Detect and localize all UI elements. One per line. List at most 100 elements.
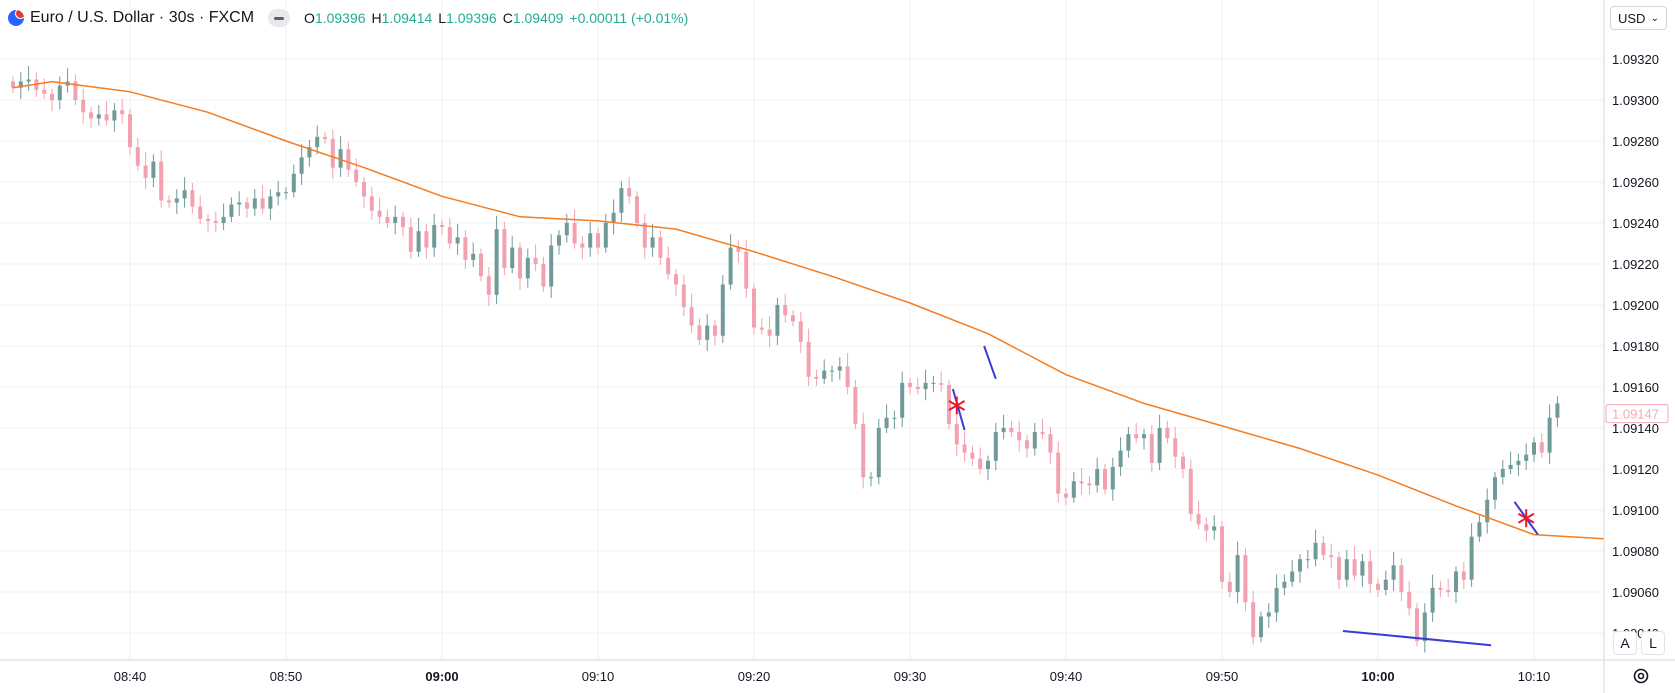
candle-body xyxy=(291,173,296,193)
candle xyxy=(1290,560,1295,587)
close-label: C xyxy=(502,10,513,26)
candle-body xyxy=(588,233,593,248)
candle xyxy=(369,187,374,220)
candle xyxy=(1149,424,1154,473)
log-scale-button[interactable]: L xyxy=(1641,631,1665,655)
candle xyxy=(1329,543,1334,569)
candle xyxy=(330,129,335,179)
candle xyxy=(1344,549,1349,587)
candle-body xyxy=(557,235,561,246)
candle xyxy=(939,371,944,393)
candle-body xyxy=(713,325,717,336)
candle xyxy=(1040,418,1045,440)
settings-icon[interactable] xyxy=(1629,664,1653,688)
candle xyxy=(455,224,460,255)
candle xyxy=(533,244,538,272)
currency-select[interactable]: USD ⌄ xyxy=(1610,6,1667,30)
candle-body xyxy=(845,366,850,387)
candle-body xyxy=(720,284,725,336)
candle-body xyxy=(1040,432,1045,435)
candle xyxy=(291,164,296,198)
candle xyxy=(393,205,398,235)
candle-body xyxy=(151,161,156,178)
candle xyxy=(759,318,764,335)
candle-body xyxy=(245,202,249,209)
ohlc-close: C1.09409 xyxy=(503,10,564,26)
price-tick-label: 1.09260 xyxy=(1612,175,1659,190)
candle-body xyxy=(159,161,164,201)
candle xyxy=(1251,590,1256,645)
candle xyxy=(845,353,850,395)
candle-body xyxy=(1235,555,1240,592)
candle xyxy=(229,197,234,222)
candle-body xyxy=(908,382,912,387)
candle xyxy=(1337,552,1341,589)
candle xyxy=(494,215,499,304)
candle xyxy=(323,131,327,145)
candle-body xyxy=(369,196,374,211)
candle xyxy=(486,267,491,307)
candle xyxy=(1056,441,1061,503)
ohlc-low: L1.09396 xyxy=(438,10,496,26)
candle-body xyxy=(876,428,881,478)
candle-body xyxy=(1469,536,1474,580)
candle xyxy=(1266,603,1271,628)
candle-body xyxy=(1009,428,1014,433)
candle xyxy=(947,379,951,430)
candle xyxy=(666,246,671,280)
candle-body xyxy=(1500,469,1505,478)
moving-average-line xyxy=(12,80,1605,540)
candle xyxy=(962,431,967,462)
candle-body xyxy=(518,247,522,279)
candle-body xyxy=(190,190,195,207)
candle xyxy=(1235,541,1240,604)
marker-stroke xyxy=(1517,512,1535,524)
candle-body xyxy=(1508,464,1513,469)
time-tick-label: 10:00 xyxy=(1361,669,1394,684)
candle-body xyxy=(1227,581,1232,592)
candle xyxy=(1243,547,1248,612)
candle-body xyxy=(853,387,858,424)
candle xyxy=(252,189,257,216)
candle xyxy=(830,365,834,382)
candle xyxy=(1188,459,1193,522)
candle-body xyxy=(338,149,343,168)
candle xyxy=(549,234,554,298)
candle-body xyxy=(923,382,928,390)
candle-body xyxy=(642,223,647,248)
low-label: L xyxy=(438,10,447,26)
candle xyxy=(611,199,616,235)
candle-body xyxy=(728,247,733,285)
symbol-title[interactable]: Euro / U.S. Dollar · 30s · FXCM xyxy=(30,9,255,26)
candle xyxy=(1360,554,1365,587)
candle xyxy=(541,256,546,292)
candle-body xyxy=(1071,481,1076,498)
candle xyxy=(96,105,101,126)
candle-body xyxy=(18,81,23,88)
drawings[interactable] xyxy=(948,345,1539,647)
candle xyxy=(143,152,148,190)
candle xyxy=(674,269,678,296)
last-price-badge xyxy=(1605,404,1669,424)
candle xyxy=(627,176,632,204)
candle xyxy=(73,74,78,106)
candle xyxy=(978,447,983,475)
candle xyxy=(580,236,585,259)
candle-body xyxy=(510,247,515,269)
candle xyxy=(174,189,179,214)
time-tick-label: 08:50 xyxy=(270,669,303,684)
candle-body xyxy=(619,188,624,213)
candle-body xyxy=(1165,428,1170,439)
candle-body xyxy=(1032,432,1037,449)
auto-scale-button[interactable]: A xyxy=(1613,631,1637,655)
candle xyxy=(1103,463,1107,495)
candle xyxy=(1181,451,1185,479)
open-value: 1.09396 xyxy=(314,10,366,26)
price-tick-label: 1.09240 xyxy=(1612,216,1659,231)
price-tick-label: 1.09280 xyxy=(1612,134,1659,149)
collapse-legend-button[interactable] xyxy=(268,9,291,27)
candle-body xyxy=(1368,561,1373,584)
candle-body xyxy=(861,423,866,478)
